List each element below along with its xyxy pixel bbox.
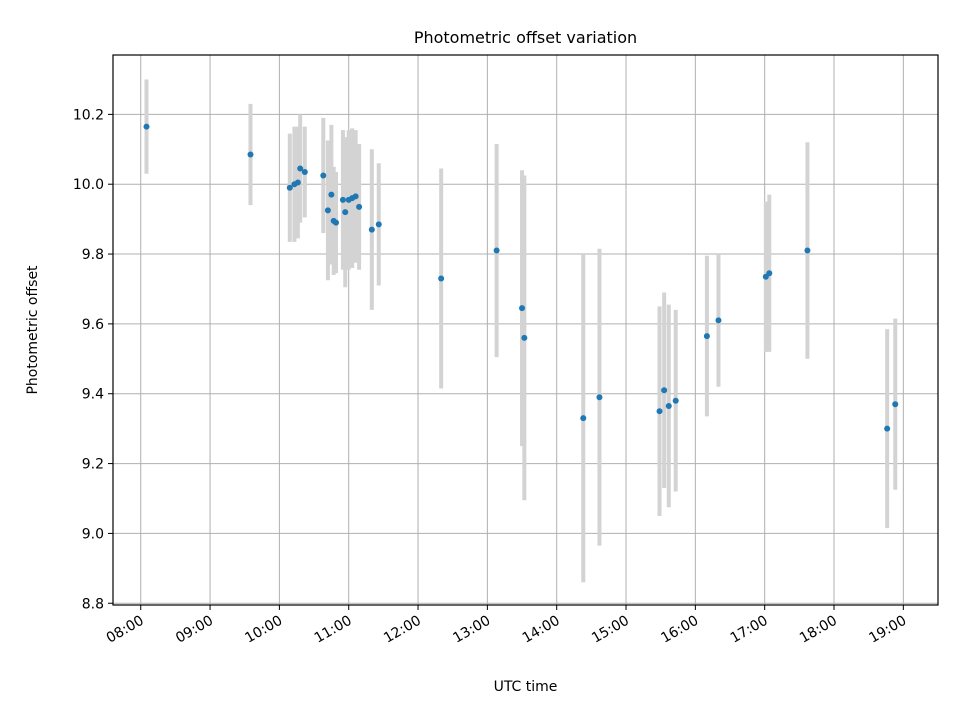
- data-point: [294, 179, 301, 186]
- data-point: [342, 209, 349, 216]
- data-point: [339, 196, 346, 203]
- data-point: [143, 123, 150, 130]
- x-axis-ticks: 08:00 09:00 10:00 11:00 12:00 13:00 14:00 15:00…: [104, 605, 909, 647]
- data-point: [804, 247, 811, 254]
- data-point: [324, 207, 331, 214]
- x-tick-label: 14:00: [520, 613, 563, 647]
- x-axis-label: UTC time: [494, 679, 558, 695]
- data-point: [247, 151, 254, 158]
- y-tick-label: 10.2: [73, 107, 104, 123]
- x-tick-label: 19:00: [866, 613, 909, 647]
- y-axis-ticks: 8.8 9.0 9.2 9.4 9.6 9.8 10.0 10.2: [73, 107, 113, 612]
- data-point: [672, 397, 679, 404]
- data-point: [320, 172, 327, 179]
- data-point: [715, 317, 722, 324]
- y-tick-label: 9.4: [82, 387, 104, 403]
- plot-frame: [112, 54, 939, 606]
- y-tick-label: 9.0: [82, 526, 104, 542]
- x-tick-label: 18:00: [797, 613, 840, 647]
- data-point: [333, 219, 340, 226]
- data-points: [143, 123, 899, 432]
- x-tick-label: 12:00: [381, 613, 424, 647]
- y-tick-label: 9.6: [82, 317, 104, 333]
- y-tick-label: 10.0: [73, 177, 104, 193]
- data-point: [580, 415, 587, 422]
- x-tick-label: 17:00: [728, 613, 771, 647]
- data-point: [892, 401, 899, 408]
- data-point: [766, 270, 773, 277]
- data-point: [301, 168, 308, 175]
- x-tick-label: 16:00: [658, 613, 701, 647]
- data-point: [703, 333, 710, 340]
- data-point: [286, 184, 293, 191]
- chart-title: Photometric offset variation: [414, 28, 637, 47]
- data-point: [368, 226, 375, 233]
- y-tick-label: 9.2: [82, 457, 104, 473]
- data-point: [375, 221, 382, 228]
- data-point: [328, 191, 335, 198]
- data-point: [297, 165, 304, 172]
- data-point: [519, 305, 526, 312]
- x-tick-label: 15:00: [589, 613, 632, 647]
- data-point: [661, 387, 668, 394]
- y-tick-label: 9.8: [82, 247, 104, 263]
- error-bars: [144, 79, 898, 583]
- x-tick-label: 08:00: [104, 613, 147, 647]
- data-point: [884, 425, 891, 432]
- y-tick-label: 8.8: [82, 596, 104, 612]
- data-point: [656, 408, 663, 415]
- data-point: [596, 394, 603, 401]
- x-tick-label: 11:00: [312, 613, 355, 647]
- data-point: [438, 275, 445, 282]
- data-point: [665, 402, 672, 409]
- data-point: [521, 334, 528, 341]
- data-point: [493, 247, 500, 254]
- data-point: [356, 203, 363, 210]
- y-axis-label: Photometric offset: [25, 265, 41, 395]
- x-tick-label: 13:00: [450, 613, 493, 647]
- x-tick-label: 09:00: [173, 613, 216, 647]
- x-tick-label: 10:00: [242, 613, 285, 647]
- data-point: [352, 193, 359, 200]
